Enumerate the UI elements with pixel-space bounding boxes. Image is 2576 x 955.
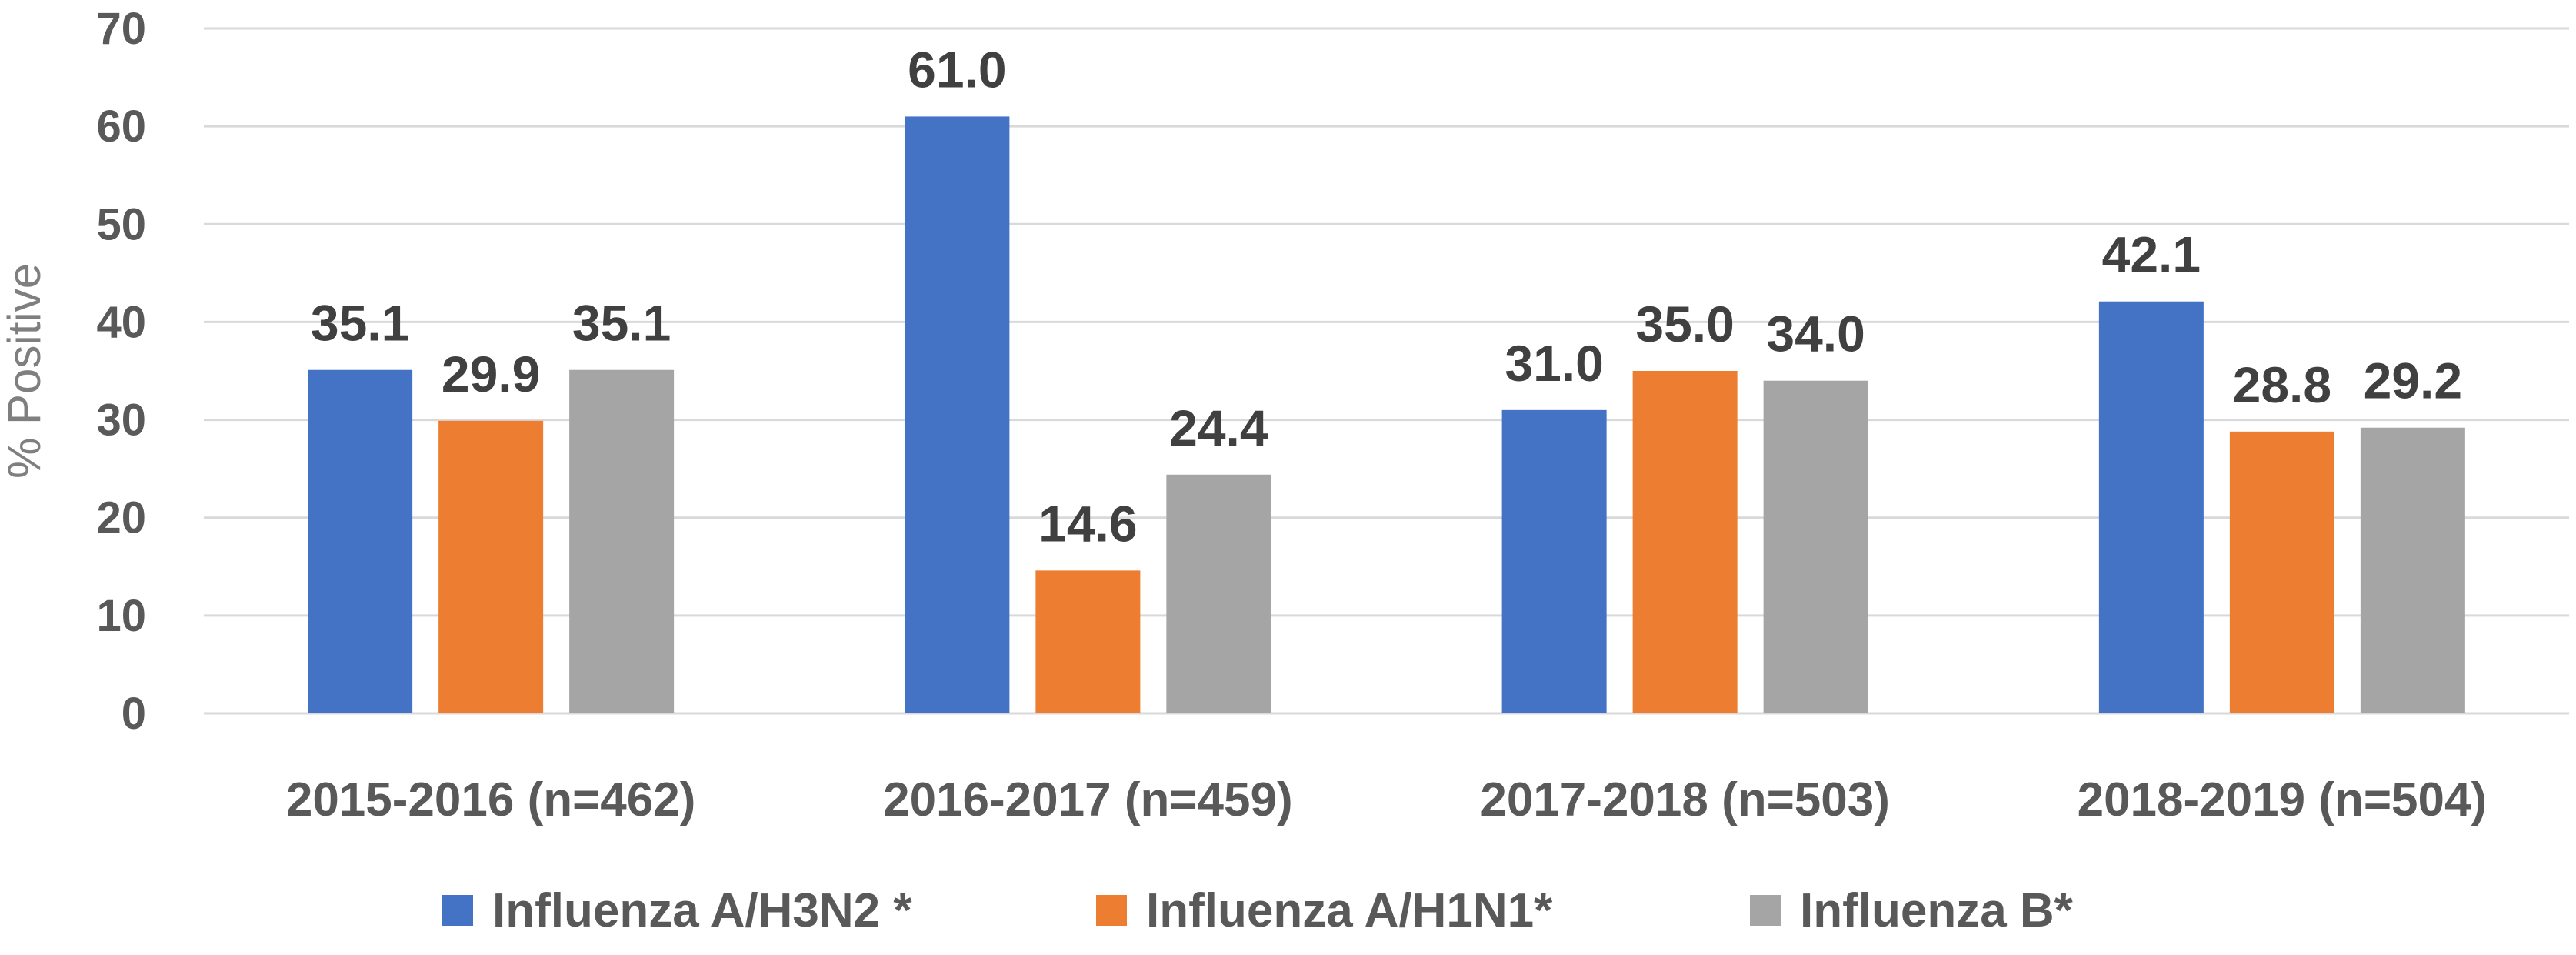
bar — [1166, 474, 1271, 713]
legend-swatch — [1750, 895, 1781, 926]
data-label: 34.0 — [1766, 306, 1865, 362]
data-label: 14.6 — [1038, 495, 1137, 552]
legend: Influenza A/H3N2 * Influenza A/H1N1* Influ… — [442, 884, 2074, 937]
x-tick-label: 2018-2019 (n=504) — [2078, 773, 2488, 826]
bar — [2098, 301, 2204, 713]
x-tick-label: 2017-2018 (n=503) — [1480, 773, 1890, 826]
data-label: 24.4 — [1169, 399, 1268, 456]
y-tick-label: 70 — [96, 4, 146, 54]
y-tick-label: 20 — [96, 493, 146, 543]
data-label: 35.1 — [572, 295, 671, 352]
gridlines — [204, 27, 2569, 715]
bar — [308, 369, 413, 713]
data-label: 29.2 — [2364, 352, 2462, 409]
x-tick-label: 2016-2017 (n=459) — [883, 773, 1293, 826]
data-label: 31.0 — [1505, 335, 1603, 392]
data-label: 35.0 — [1635, 296, 1734, 352]
bar — [2360, 427, 2465, 713]
bar — [1632, 371, 1738, 713]
bar — [438, 420, 544, 713]
bar — [905, 116, 1010, 713]
y-axis-ticks: 0 10 20 30 40 50 60 70 — [96, 4, 146, 739]
x-tick-label: 2015-2016 (n=462) — [286, 773, 696, 826]
data-label: 42.1 — [2102, 226, 2201, 283]
y-tick-label: 0 — [122, 689, 146, 739]
data-labels: 35.1 29.9 35.1 61.0 14.6 24.4 31.0 35.0 34.0 42.1… — [311, 41, 2462, 552]
legend-label: Influenza B* — [1800, 884, 2074, 937]
y-tick-label: 30 — [96, 396, 146, 446]
y-tick-label: 10 — [96, 591, 146, 641]
bar — [569, 369, 675, 713]
x-axis-ticks: 2015-2016 (n=462) 2016-2017 (n=459) 2017-2… — [286, 773, 2487, 826]
legend-swatch — [1096, 895, 1127, 926]
y-tick-label: 60 — [96, 102, 146, 152]
bar — [1035, 570, 1141, 713]
bar — [1763, 380, 1868, 713]
legend-label: Influenza A/H3N2 * — [492, 884, 912, 937]
y-tick-label: 40 — [96, 297, 146, 347]
data-label: 29.9 — [442, 346, 540, 402]
legend-label: Influenza A/H1N1* — [1146, 884, 1553, 937]
bar — [2229, 431, 2334, 713]
y-axis-label: % Positive — [0, 263, 50, 479]
legend-swatch — [442, 895, 473, 926]
bars — [308, 116, 2465, 713]
y-tick-label: 50 — [96, 199, 146, 249]
data-label: 28.8 — [2233, 356, 2331, 413]
data-label: 61.0 — [908, 41, 1006, 98]
bar — [1501, 409, 1607, 713]
data-label: 35.1 — [311, 295, 409, 352]
